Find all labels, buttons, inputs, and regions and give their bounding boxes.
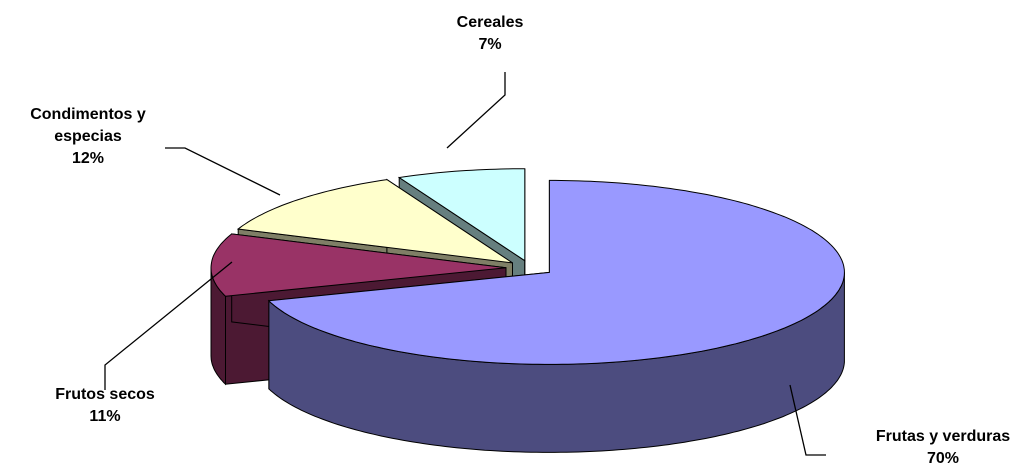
data-label: Condimentos y especias 12%: [0, 104, 176, 170]
slice-top: [267, 179, 845, 365]
percent-label: 12%: [71, 150, 105, 167]
data-label: Frutos secos 11%: [0, 384, 210, 428]
category-name: Frutas y verduras: [875, 428, 1011, 445]
slice-top: [210, 233, 507, 297]
leader-lines: [104, 72, 826, 456]
leader-line: [104, 261, 233, 390]
category-name: Condimentos y especias: [30, 106, 146, 145]
category-name: Cereales: [456, 14, 524, 31]
category-name: Frutos secos: [55, 386, 155, 403]
leader-line: [789, 384, 826, 456]
leader-line: [165, 147, 281, 196]
slice: [267, 179, 845, 453]
data-label: Frutas y verduras 70%: [830, 426, 1033, 470]
slices: [210, 168, 845, 453]
slice-top: [397, 168, 526, 262]
leader-line: [446, 72, 506, 149]
percent-label: 11%: [89, 408, 121, 425]
slice-top: [236, 179, 513, 264]
percent-label: 70%: [926, 450, 960, 467]
data-label: Cereales 7%: [400, 12, 580, 56]
percent-label: 7%: [478, 36, 502, 53]
